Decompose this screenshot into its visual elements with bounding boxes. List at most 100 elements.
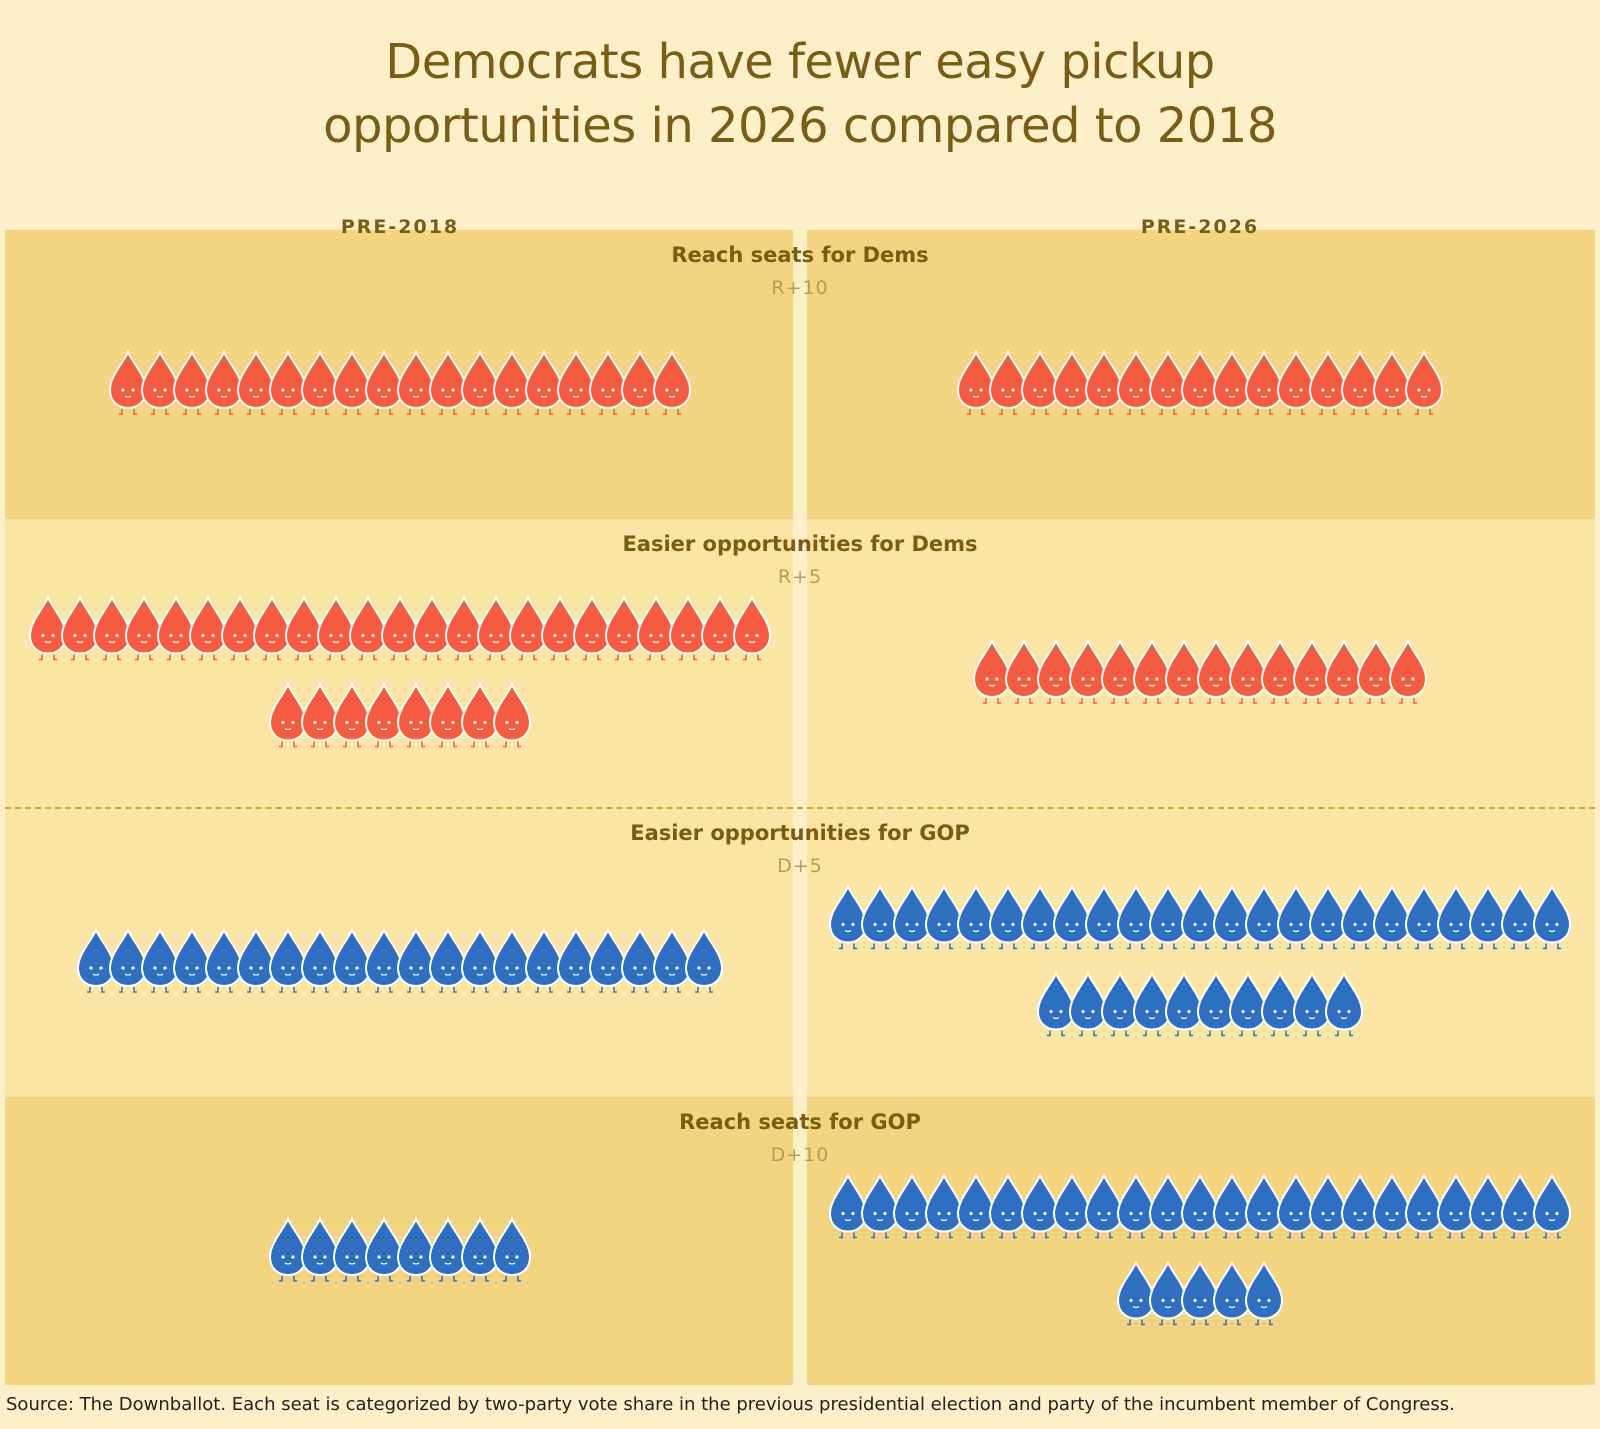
seat-drop [492, 927, 532, 993]
seat-drop [1132, 638, 1172, 704]
seat-drop [1132, 970, 1172, 1037]
seat-drop [1100, 638, 1140, 704]
seat-drop [1404, 883, 1444, 950]
seat-drop [1148, 1172, 1188, 1239]
seat-drop [1212, 1259, 1252, 1326]
seat-drop [1388, 638, 1428, 704]
seat-drop [1116, 349, 1156, 415]
seat-drop [1052, 1172, 1092, 1239]
seat-drop [636, 594, 676, 661]
seat-drop [268, 681, 308, 748]
seat-drop [1228, 970, 1268, 1037]
seat-drop [1164, 638, 1204, 704]
seat-drop [1020, 883, 1060, 950]
seat-drop [412, 594, 452, 661]
seat-drop [1148, 1259, 1188, 1326]
seat-drop [732, 594, 772, 661]
seat-drop [300, 1216, 340, 1282]
seat-drop [540, 594, 580, 661]
seat-drop [140, 927, 180, 993]
seat-drop [1116, 1172, 1156, 1239]
seat-drop [1244, 349, 1284, 415]
seat-drop [1244, 1259, 1284, 1326]
seat-drop [28, 594, 68, 661]
seat-drop [220, 594, 260, 661]
seat-drop [1308, 883, 1348, 950]
category-sublabel-d10: D+10 [770, 1144, 830, 1166]
seat-drop [1468, 883, 1508, 950]
seat-drop [252, 594, 292, 661]
seat-drop [1180, 349, 1220, 415]
seat-drop [652, 349, 692, 415]
seat-drop [492, 349, 532, 415]
seat-drop [156, 594, 196, 661]
seat-drop [188, 594, 228, 661]
seat-drop [1212, 1172, 1252, 1239]
seat-drop [588, 349, 628, 415]
seat-drop [1532, 1172, 1572, 1239]
seat-drop [204, 349, 244, 415]
category-sublabel-r5: R+5 [777, 566, 823, 588]
seat-drop [556, 349, 596, 415]
seat-drop [284, 594, 324, 661]
seat-drop [828, 1172, 868, 1239]
seat-drop [1180, 883, 1220, 950]
category-label-reach-dems: Reach seats for Dems [671, 243, 929, 267]
seat-drop [1292, 638, 1332, 704]
seat-drop [684, 927, 724, 993]
chart-title-line-1: Democrats have fewer easy pickup [385, 34, 1215, 90]
seat-drop [1084, 349, 1124, 415]
seat-drop [1276, 1172, 1316, 1239]
seat-drop [1356, 638, 1396, 704]
seat-drop [1340, 349, 1380, 415]
seat-drop [300, 927, 340, 993]
seat-drop [396, 927, 436, 993]
seat-drop [1180, 1172, 1220, 1239]
seat-drop [428, 681, 468, 748]
seat-drop [204, 927, 244, 993]
seat-drop [1324, 638, 1364, 704]
seat-drop [1244, 1172, 1284, 1239]
seat-drop [892, 883, 932, 950]
seat-drop [1212, 349, 1252, 415]
seat-drop [460, 349, 500, 415]
seat-drop [524, 349, 564, 415]
seat-drop [1468, 1172, 1508, 1239]
seat-drop [300, 681, 340, 748]
seat-drop [1020, 349, 1060, 415]
seat-drop [428, 927, 468, 993]
seat-drop [396, 349, 436, 415]
seat-drop [1100, 970, 1140, 1037]
seat-drop [1068, 638, 1108, 704]
seat-drop [1164, 970, 1204, 1037]
seat-drop [1260, 970, 1300, 1037]
seat-drop [1084, 1172, 1124, 1239]
seat-drop [620, 349, 660, 415]
seat-drop [1020, 1172, 1060, 1239]
seat-drop [1276, 883, 1316, 950]
seat-drop [300, 349, 340, 415]
seat-drop [108, 349, 148, 415]
category-label-easier-dems: Easier opportunities for Dems [622, 532, 978, 556]
category-sublabel-r10: R+10 [771, 277, 829, 299]
seat-drop [1036, 638, 1076, 704]
seat-drop [1148, 883, 1188, 950]
seat-drop [828, 883, 868, 950]
seat-drop [1500, 1172, 1540, 1239]
column-header-pre-2026: PRE-2026 [1140, 216, 1260, 238]
seat-drop [860, 883, 900, 950]
seat-drop [332, 927, 372, 993]
seat-drop [572, 594, 612, 661]
seat-drop [348, 594, 388, 661]
seat-drop [604, 594, 644, 661]
seat-drop [1340, 1172, 1380, 1239]
chart-title-line-2: opportunities in 2026 compared to 2018 [323, 98, 1277, 154]
seat-drop [268, 349, 308, 415]
seat-drop [892, 1172, 932, 1239]
seat-drop [652, 927, 692, 993]
seat-drop [1180, 1259, 1220, 1326]
seat-drop [1276, 349, 1316, 415]
seat-drop [956, 883, 996, 950]
seat-drop [1068, 970, 1108, 1037]
seat-drop [1084, 883, 1124, 950]
